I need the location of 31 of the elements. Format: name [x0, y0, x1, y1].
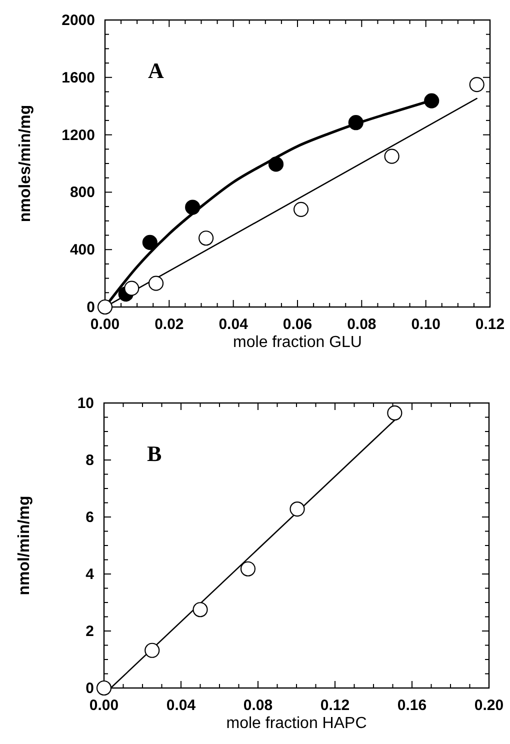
x-tick-label: 0.02 [154, 316, 184, 333]
x-tick-label: 0.08 [347, 316, 376, 333]
x-tick-label: 0.20 [474, 697, 504, 714]
text: B [147, 441, 162, 466]
x-tick-label: 0.08 [243, 697, 273, 714]
y-tick-label: 0 [86, 680, 94, 697]
y-tick-label: 1600 [62, 69, 95, 86]
x-axis-title: mole fraction GLU [233, 334, 362, 351]
y-tick-label: 8 [86, 452, 94, 469]
y-tick-label: 0 [86, 299, 95, 316]
text: A [148, 58, 164, 83]
x-tick-label: 0.06 [282, 316, 312, 333]
y-axis-title: nmoles/min/mg [17, 104, 34, 222]
x-tick-label: 0.00 [90, 316, 120, 333]
y-tick-label: 400 [70, 242, 95, 259]
y-axis-title: nmol/min/mg [16, 496, 33, 596]
y-tick-label: 1200 [62, 126, 95, 144]
x-tick-label: 0.00 [89, 697, 119, 714]
y-tick-label: 2000 [62, 12, 95, 29]
x-axis-title: mole fraction HAPC [226, 715, 367, 732]
y-tick-label: 6 [86, 509, 94, 526]
y-tick-label: 800 [70, 184, 95, 202]
y-tick-label: 10 [77, 395, 94, 412]
x-tick-label: 0.12 [475, 316, 505, 333]
x-tick-label: 0.10 [411, 316, 440, 333]
x-tick-label: 0.16 [397, 697, 427, 714]
x-tick-label: 0.04 [166, 697, 196, 714]
y-tick-label: 2 [86, 623, 94, 640]
x-tick-label: 0.12 [320, 697, 350, 714]
x-tick-label: 0.04 [218, 316, 249, 333]
y-tick-label: 4 [86, 566, 95, 583]
